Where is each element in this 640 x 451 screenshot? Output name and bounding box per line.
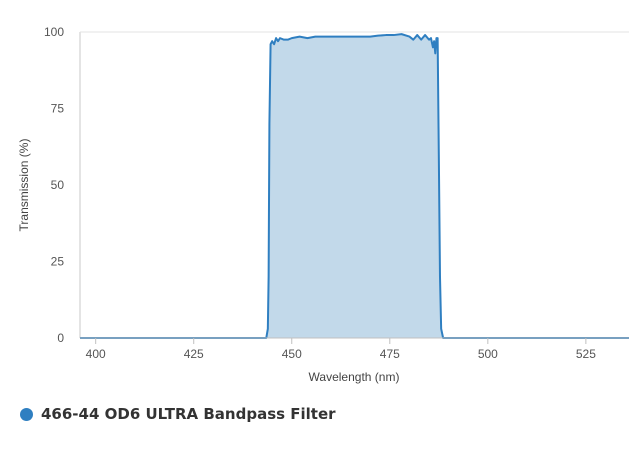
legend-series-marker: [20, 407, 33, 421]
y-axis-title: Transmission (%): [17, 139, 31, 232]
y-tick-label: 100: [44, 25, 64, 39]
x-tick-label: 475: [380, 347, 400, 361]
x-tick-label: 450: [282, 347, 302, 361]
series-line-0[interactable]: [80, 33, 629, 339]
legend[interactable]: 466-44 OD6 ULTRA Bandpass Filter: [20, 405, 336, 423]
axis-ticks: 400 425 450 475 500 525 0 25 50 75 100: [44, 25, 596, 361]
x-tick-label: 500: [478, 347, 498, 361]
x-axis-title: Wavelength (nm): [309, 370, 400, 384]
legend-series-label: 466-44 OD6 ULTRA Bandpass Filter: [41, 405, 336, 423]
series-area-0: [80, 34, 629, 338]
y-tick-label: 50: [51, 178, 65, 192]
x-tick-label: 400: [86, 347, 106, 361]
plot-area: [79, 31, 629, 339]
x-tick-label: 425: [184, 347, 204, 361]
x-tick-label: 525: [576, 347, 596, 361]
y-tick-label: 0: [57, 331, 64, 345]
y-tick-label: 75: [51, 102, 65, 116]
y-tick-label: 25: [51, 255, 65, 269]
